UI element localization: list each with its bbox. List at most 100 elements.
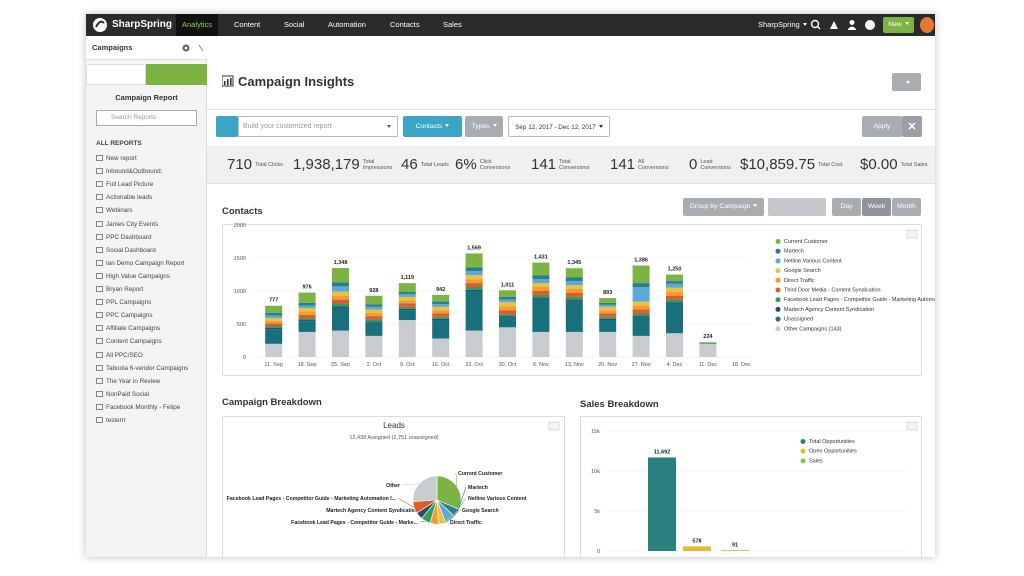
stat-value: 710 bbox=[227, 156, 253, 173]
report-link[interactable]: High Value Campaigns bbox=[96, 273, 170, 280]
bar-segment bbox=[298, 305, 316, 309]
bar-segment bbox=[432, 310, 450, 314]
top-nav: SharpSpring Analytics Content Social Automa… bbox=[86, 14, 935, 36]
x-tick-label: 30. Oct bbox=[499, 362, 517, 368]
report-link[interactable]: PPL Campaigns bbox=[96, 299, 151, 306]
report-link[interactable]: All PPC/SEO bbox=[96, 352, 143, 359]
x-tick-label: 11. Sep bbox=[264, 362, 283, 368]
bar-segment bbox=[666, 274, 683, 282]
avatar[interactable] bbox=[920, 17, 934, 33]
date-range[interactable]: Sep 12, 2017 - Dec 12, 2017 bbox=[508, 116, 610, 137]
bar-segment bbox=[332, 303, 349, 307]
bar-segment bbox=[398, 291, 416, 295]
legend-marker bbox=[800, 448, 806, 454]
report-link[interactable]: Webinars bbox=[96, 207, 132, 214]
report-link[interactable]: Taboola 6-vendor Campaigns bbox=[96, 365, 188, 372]
nav-item[interactable]: Social bbox=[284, 20, 305, 29]
nav-item[interactable]: Contacts bbox=[390, 20, 420, 29]
bar-segment bbox=[332, 330, 349, 357]
stack-label: 976 bbox=[303, 285, 312, 291]
brand[interactable]: SharpSpring bbox=[112, 19, 173, 30]
bar-segment bbox=[432, 304, 450, 307]
pie-label: Facebook Lead Pages - Competitor Guide -… bbox=[227, 496, 397, 502]
bar-segment bbox=[532, 331, 550, 357]
leader-line bbox=[450, 497, 467, 521]
chart-type-buttons[interactable] bbox=[768, 198, 826, 216]
bar-segment bbox=[699, 342, 717, 344]
report-link[interactable]: testerrr bbox=[96, 417, 126, 424]
bar-segment bbox=[332, 282, 349, 287]
legend-marker bbox=[775, 248, 781, 254]
settings-button[interactable] bbox=[892, 73, 921, 91]
x-tick-label: 9. Oct bbox=[400, 362, 415, 368]
types-filter[interactable]: Types bbox=[465, 116, 503, 137]
x-tick-label: 23. Oct bbox=[465, 362, 483, 368]
report-link[interactable]: The Year in Review bbox=[96, 378, 160, 385]
bar-segment bbox=[565, 281, 583, 286]
x-tick-label: 18. Sep bbox=[298, 362, 317, 368]
nav-icons[interactable] bbox=[810, 18, 880, 32]
nav-item[interactable]: Sales bbox=[443, 20, 462, 29]
bar-segment bbox=[632, 287, 650, 302]
megaphone-button[interactable] bbox=[216, 116, 238, 137]
report-link[interactable]: Facebook Monthly - Felipe bbox=[96, 404, 180, 411]
report-builder[interactable]: Build your customized report bbox=[238, 116, 398, 137]
stat: $10,859.75 Total Cost bbox=[740, 146, 856, 184]
period-button[interactable]: Day bbox=[832, 198, 861, 216]
apply-button[interactable]: Apply bbox=[862, 116, 902, 137]
search-reports[interactable]: Search Reports bbox=[96, 110, 197, 126]
bar-segment bbox=[398, 306, 416, 309]
report-link[interactable]: Actionable leads bbox=[96, 194, 152, 201]
legend-label: Total Opportunities bbox=[809, 439, 855, 445]
bar bbox=[648, 457, 676, 551]
report-link[interactable]: PPC Campaigns bbox=[96, 312, 153, 319]
report-link[interactable]: Content Campaigns bbox=[96, 338, 162, 345]
stack-label: 942 bbox=[436, 287, 445, 293]
tab-reports[interactable] bbox=[86, 64, 146, 85]
legend-marker bbox=[775, 287, 781, 293]
bar-segment bbox=[298, 311, 316, 315]
nav-item[interactable]: Automation bbox=[328, 20, 366, 29]
bar-segment bbox=[398, 308, 416, 311]
group-by-button[interactable]: Group by Campaign bbox=[683, 198, 764, 216]
bar-segment bbox=[365, 309, 383, 313]
legend-marker bbox=[775, 326, 781, 332]
bar-segment bbox=[565, 296, 583, 300]
bar-segment bbox=[432, 301, 450, 305]
bar-segment bbox=[365, 304, 383, 307]
x-tick-label: 16. Oct bbox=[432, 362, 450, 368]
report-link[interactable]: Affiliate Campaigns bbox=[96, 325, 160, 332]
bar-segment bbox=[599, 320, 617, 332]
sidebar-tools[interactable] bbox=[181, 42, 207, 54]
report-link[interactable]: James City Events bbox=[96, 221, 158, 228]
stack-label: 1,569 bbox=[467, 245, 481, 251]
report-link[interactable]: PPC Dashboard bbox=[96, 234, 152, 241]
report-link[interactable]: Inbound&Outbound; bbox=[96, 168, 162, 175]
bar-segment bbox=[265, 329, 283, 344]
bar-segment bbox=[499, 327, 516, 357]
legend-label: Direct Traffic bbox=[784, 278, 815, 284]
app-window: SharpSpring Analytics Content Social Automa… bbox=[86, 14, 935, 557]
sidebar-heading: Campaign Report bbox=[115, 93, 178, 102]
tab-campaigns[interactable] bbox=[146, 64, 207, 85]
bar-segment bbox=[398, 296, 416, 301]
report-link[interactable]: New report bbox=[96, 155, 137, 162]
contacts-filter[interactable]: Contacts bbox=[403, 116, 462, 137]
report-link[interactable]: Bryan Report bbox=[96, 286, 143, 293]
report-link[interactable]: Social Dashboard bbox=[96, 247, 156, 254]
nav-item[interactable]: Content bbox=[234, 20, 261, 29]
legend-label: Other Campaigns (143) bbox=[784, 326, 842, 332]
report-link[interactable]: Full Lead Picture bbox=[96, 181, 153, 188]
pie-label: Other bbox=[386, 483, 400, 489]
account-menu[interactable]: SharpSpring bbox=[752, 14, 813, 36]
new-button[interactable]: New bbox=[883, 17, 914, 33]
stat-label: Total Leads bbox=[420, 162, 449, 168]
clear-button[interactable] bbox=[902, 116, 922, 137]
period-button[interactable]: Week bbox=[862, 198, 891, 216]
nav-item[interactable]: Analytics bbox=[176, 14, 219, 36]
report-link[interactable]: NonPaid Social bbox=[96, 391, 149, 398]
stack-label: 1,386 bbox=[634, 258, 648, 264]
period-button[interactable]: Month bbox=[892, 198, 921, 216]
bar-segment bbox=[332, 306, 349, 308]
report-link[interactable]: Ian Demo Campaign Report bbox=[96, 260, 184, 267]
